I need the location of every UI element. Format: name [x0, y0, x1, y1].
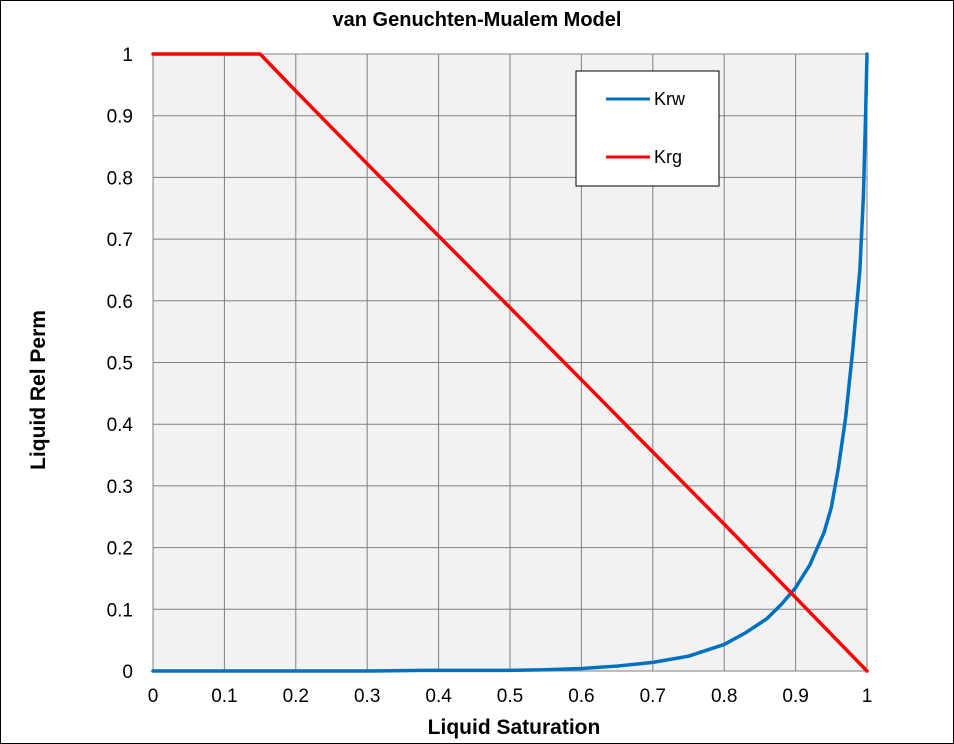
legend-box [575, 70, 720, 187]
y-tick-label: 0.8 [107, 168, 133, 189]
y-tick-label: 0.6 [107, 292, 133, 313]
x-tick-label: 0.8 [711, 686, 737, 707]
y-tick-label: 0.2 [107, 539, 133, 560]
y-tick-label: 0.5 [107, 354, 133, 375]
series-line-krw [151, 52, 869, 673]
y-axis-label: Liquid Rel Perm [27, 310, 50, 470]
x-tick-labels: 0 0.1 0.2 0.3 0.4 0.5 0.6 0.7 0.8 0.9 1 [148, 686, 873, 707]
y-tick-label: 0.7 [107, 230, 133, 251]
series-line-krg [151, 52, 869, 673]
chart-title: van Genuchten-Mualem Model [333, 9, 622, 31]
x-tick-label: 0.5 [497, 686, 523, 707]
legend-label-krw: Krw [654, 89, 686, 109]
x-tick-label: 0.7 [640, 686, 666, 707]
x-tick-label: 0.6 [568, 686, 594, 707]
x-tick-label: 0 [148, 686, 159, 707]
y-tick-label: 1 [122, 45, 133, 66]
x-tick-label: 1 [862, 686, 873, 707]
y-tick-label: 0.3 [107, 477, 133, 498]
x-tick-label: 0.2 [283, 686, 309, 707]
y-tick-label: 0.9 [107, 107, 133, 128]
y-tick-labels: 0 0.1 0.2 0.3 0.4 0.5 0.6 0.7 0.8 0.9 1 [107, 45, 134, 683]
y-tick-label: 0.4 [107, 415, 134, 436]
series-layer [151, 52, 869, 673]
x-axis-label: Liquid Saturation [428, 716, 601, 739]
x-tick-label: 0.1 [211, 686, 237, 707]
x-tick-label: 0.4 [425, 686, 452, 707]
legend-label-krg: Krg [654, 147, 682, 167]
y-tick-label: 0 [122, 662, 133, 683]
y-tick-label: 0.1 [107, 600, 133, 621]
x-tick-label: 0.3 [354, 686, 380, 707]
legend: Krw Krg [575, 70, 720, 187]
x-tick-label: 0.9 [782, 686, 808, 707]
